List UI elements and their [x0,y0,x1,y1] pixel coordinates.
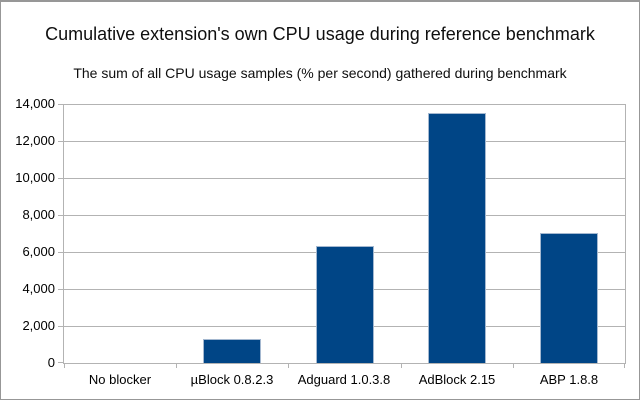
gridline [64,141,625,142]
category-label: Adguard 1.0.3.8 [297,372,391,387]
y-axis-label: 12,000 [15,133,55,148]
x-axis-tick [624,363,625,368]
y-axis-label: 10,000 [15,170,55,185]
y-axis-tick [58,215,63,216]
x-axis-tick [176,363,177,368]
y-axis-label: 8,000 [22,207,55,222]
y-axis-tick [58,362,63,363]
bar [428,113,486,363]
x-axis-tick [288,363,289,368]
y-axis-tick [58,326,63,327]
x-axis-tick [64,363,65,368]
category-label: µBlock 0.8.2.3 [190,372,274,387]
chart-subtitle: The sum of all CPU usage samples (% per … [73,65,567,81]
plot-area: 0 2,000 4,000 6,000 8,000 10,000 12,000 14,000 N… [15,96,626,387]
bar [540,233,598,363]
y-axis-tick [58,252,63,253]
y-axis-tick [58,141,63,142]
y-axis-label: 6,000 [22,244,55,259]
y-axis-tick [58,104,63,105]
y-axis-label: 14,000 [15,96,55,111]
bar [203,339,261,363]
gridline [64,178,625,179]
x-axis-tick [401,363,402,368]
category-label: No blocker [88,372,152,387]
y-axis-label: 4,000 [22,281,55,296]
x-axis-tick [513,363,514,368]
gridline [64,104,625,105]
chart-title: Cumulative extension's own CPU usage dur… [45,24,595,44]
y-axis-label: 0 [47,355,55,370]
y-axis-tick [58,289,63,290]
gridline [64,215,625,216]
bar [316,246,374,363]
category-label: AdBlock 2.15 [418,372,496,387]
y-axis-label: 2,000 [22,318,55,333]
y-axis-tick [58,178,63,179]
category-label: ABP 1.8.8 [539,372,599,387]
